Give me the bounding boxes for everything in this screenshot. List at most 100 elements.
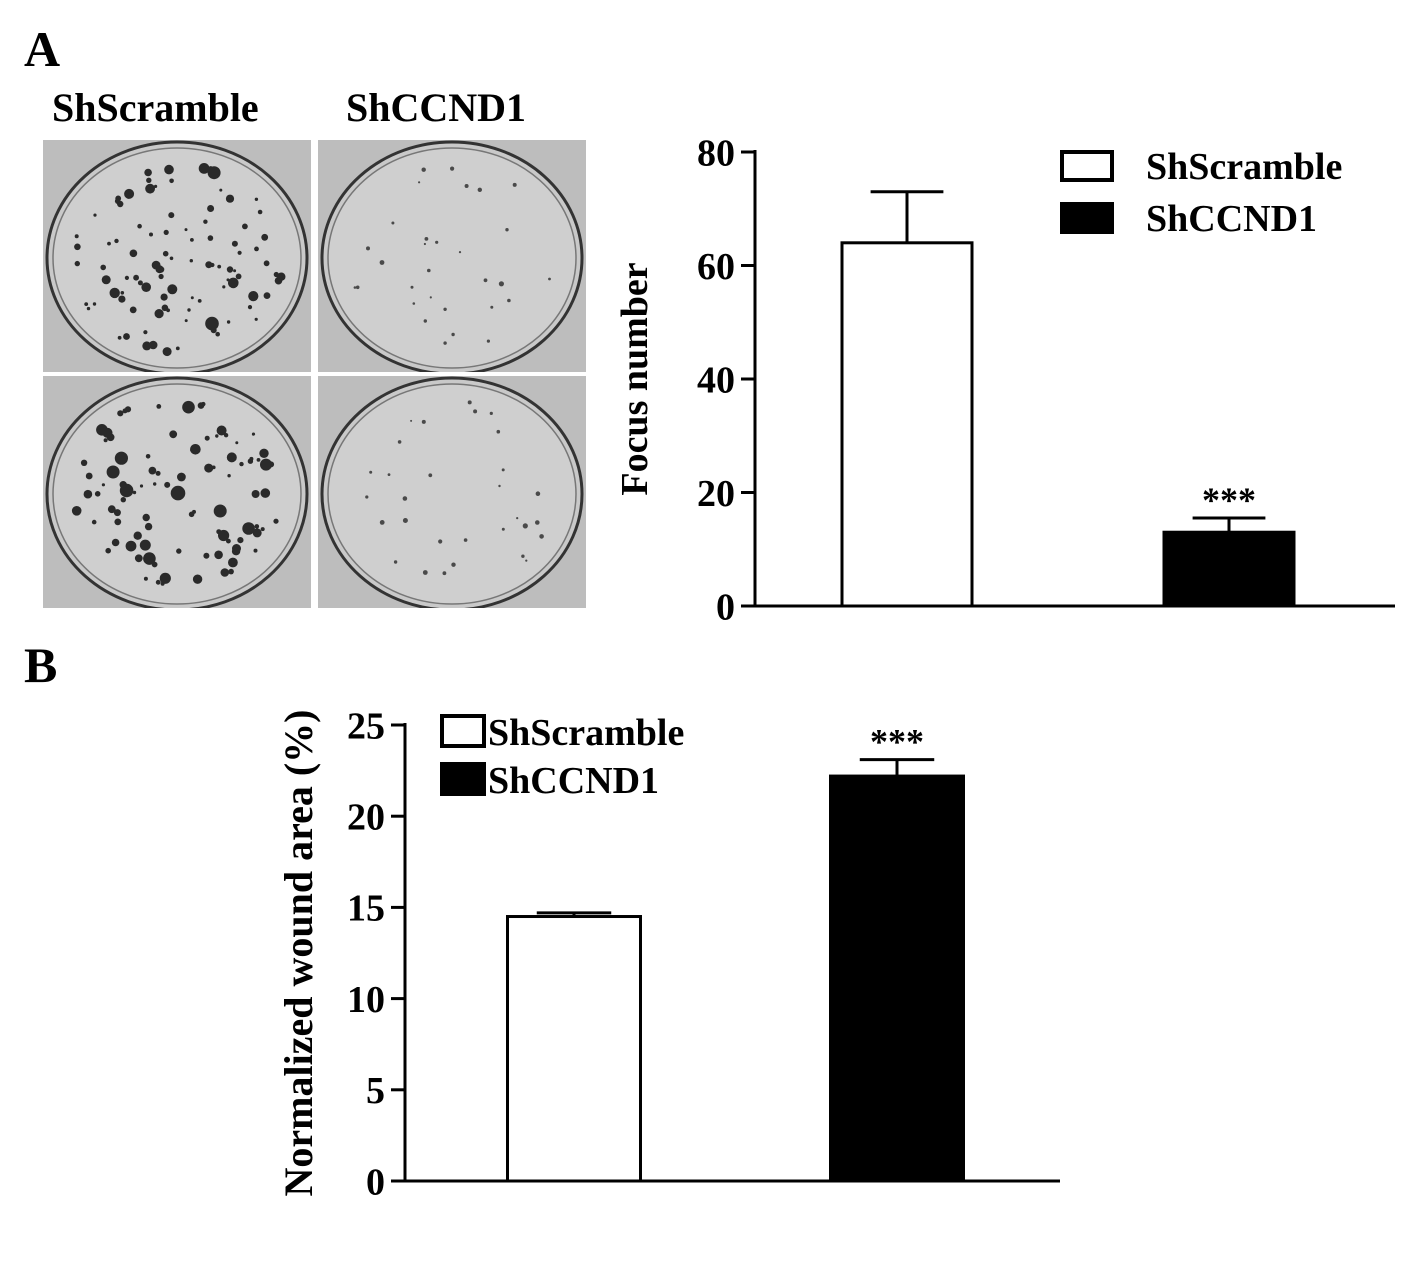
colony	[402, 496, 408, 501]
colony	[516, 517, 519, 520]
colony	[418, 181, 421, 184]
colony	[106, 465, 120, 479]
plate-label-shccnd1: ShCCND1	[346, 85, 527, 130]
colony	[397, 440, 402, 444]
colony	[114, 518, 122, 526]
colony	[239, 461, 244, 467]
colony	[412, 302, 416, 305]
colony	[222, 285, 226, 289]
colony	[190, 444, 201, 455]
colony	[235, 441, 239, 445]
colony	[124, 275, 129, 280]
colony	[169, 430, 178, 439]
colony	[496, 429, 501, 434]
colony	[214, 550, 223, 560]
plate-photo-shscramble-bottom	[43, 376, 311, 608]
colony	[197, 299, 202, 303]
colony	[535, 520, 540, 525]
colony	[83, 489, 93, 499]
colony	[105, 547, 111, 554]
colony	[109, 287, 120, 299]
colony	[155, 579, 161, 585]
colony	[114, 451, 128, 465]
colony	[263, 292, 271, 299]
colony	[100, 264, 106, 271]
plate-label-shscramble: ShScramble	[52, 85, 259, 130]
colony	[164, 481, 171, 488]
colony	[207, 205, 215, 212]
colony	[101, 483, 105, 487]
colony	[442, 571, 447, 576]
colony	[410, 419, 413, 422]
colony	[205, 261, 213, 269]
colony	[204, 435, 210, 441]
colony	[242, 522, 255, 535]
colony	[111, 538, 120, 547]
colony	[467, 400, 472, 405]
colony	[169, 256, 174, 261]
colony	[451, 332, 455, 337]
colony	[501, 468, 505, 472]
colony	[213, 504, 227, 518]
colony	[261, 233, 269, 241]
colony	[85, 472, 93, 480]
colony	[498, 281, 504, 287]
colony	[151, 561, 158, 568]
colony	[215, 434, 219, 438]
y-tick-label: 15	[347, 888, 385, 930]
colony	[422, 570, 428, 575]
colony	[231, 547, 241, 556]
colony	[208, 166, 213, 171]
bar-shccnd1	[829, 774, 965, 1183]
colony	[435, 240, 439, 244]
colony	[228, 568, 234, 575]
colony	[248, 291, 259, 302]
legend-swatch	[440, 762, 486, 796]
colony	[167, 284, 178, 295]
colony	[231, 240, 238, 247]
colony	[143, 330, 148, 335]
legend-swatch	[1060, 202, 1114, 234]
colony	[86, 306, 91, 311]
colony	[429, 296, 432, 299]
colony	[203, 552, 210, 559]
colony	[473, 409, 478, 414]
bar-shscramble	[506, 915, 642, 1183]
colony	[451, 562, 456, 567]
colony	[273, 518, 279, 524]
colony	[220, 568, 230, 577]
colony	[216, 425, 227, 436]
legend-label: ShScramble	[1146, 146, 1342, 188]
colony	[139, 484, 144, 488]
colony	[235, 273, 242, 280]
colony	[190, 296, 194, 300]
colony	[490, 305, 494, 309]
colony	[74, 260, 80, 267]
colony	[379, 520, 385, 525]
colony	[423, 242, 426, 246]
significance-stars: ***	[870, 722, 924, 762]
colony	[107, 505, 116, 514]
colony	[161, 304, 169, 312]
colony	[450, 166, 455, 171]
chartB-group: 0 5 10 15 20 25 Normalized wound area (%) *** Sh…	[276, 705, 1060, 1203]
colony	[125, 540, 137, 552]
dish-inner	[52, 147, 302, 369]
colony	[458, 251, 462, 254]
y-tick-label: 25	[347, 705, 385, 747]
colony	[548, 277, 551, 281]
colony	[205, 316, 219, 331]
colony	[164, 164, 174, 175]
colony	[203, 219, 208, 224]
colony	[379, 260, 385, 265]
colony	[158, 273, 164, 280]
colony	[177, 472, 186, 482]
colony	[535, 491, 541, 496]
colony	[251, 432, 256, 436]
colony	[260, 458, 272, 471]
colony	[143, 552, 156, 565]
colony	[182, 400, 195, 414]
colony	[132, 490, 137, 495]
colony	[117, 335, 122, 340]
colony	[94, 491, 101, 497]
